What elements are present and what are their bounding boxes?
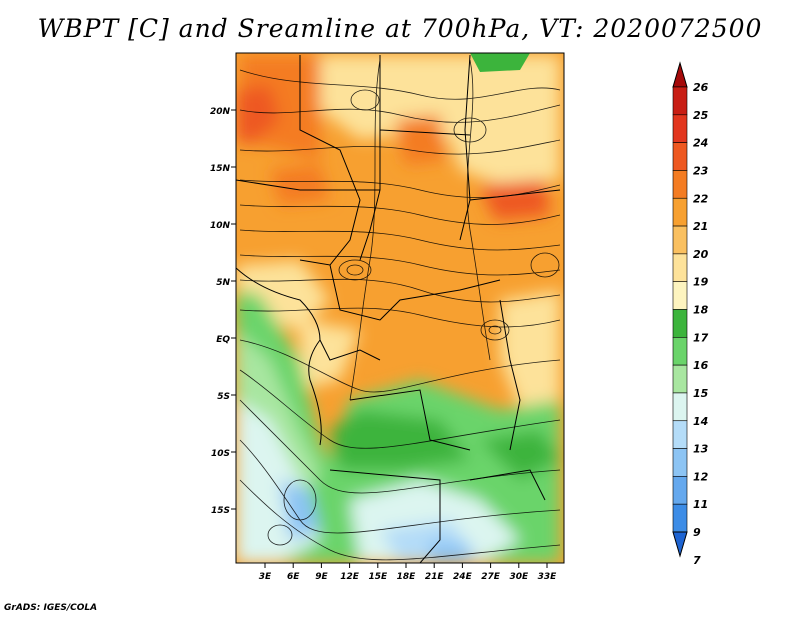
lon-label: 33E <box>538 572 558 582</box>
colorbar-label: 11 <box>693 498 708 511</box>
colorbar-band <box>672 281 688 310</box>
colorbar-band <box>672 197 688 227</box>
lat-label: 5N <box>216 278 230 288</box>
lon-label: 9E <box>315 572 328 582</box>
lon-label: 15E <box>368 572 388 582</box>
colorbar-label: 18 <box>693 304 709 317</box>
lon-label: 24E <box>453 572 473 582</box>
lat-label: EQ <box>216 335 230 345</box>
lat-label: 10N <box>210 221 231 231</box>
colorbar-band <box>672 503 688 533</box>
colorbar-label: 15 <box>693 387 709 400</box>
colorbar-label: 9 <box>693 526 701 539</box>
colorbar-band <box>672 448 688 477</box>
colorbar-bottom-arrow <box>672 531 688 558</box>
lon-label: 12E <box>340 572 360 582</box>
colorbar-band <box>672 476 688 505</box>
colorbar-band <box>672 309 688 338</box>
colorbar-band <box>672 337 688 366</box>
colorbar-band <box>672 420 688 449</box>
colorbar-label: 16 <box>693 359 709 372</box>
lat-label: 15N <box>210 164 231 174</box>
longitude-axis: 3E 6E 9E 12E 15E 18E 21E 24E 27E 30E 33E <box>259 563 557 582</box>
lon-label: 3E <box>259 572 272 582</box>
chart-title: WBPT [C] and Sreamline at 700hPa, VT: 20… <box>37 14 763 43</box>
colorbar-label: 22 <box>693 192 709 205</box>
colorbar-band <box>672 142 688 171</box>
colorbar-label: 23 <box>693 164 709 177</box>
colorbar-label: 14 <box>693 415 708 428</box>
colorbar-label: 13 <box>693 443 709 456</box>
colorbar: 26 25 24 23 22 21 20 19 18 17 16 15 14 13 12 11 9 7 <box>672 61 709 567</box>
colorbar-top-arrow <box>672 61 688 88</box>
colorbar-band <box>672 364 688 394</box>
lon-label: 18E <box>397 572 417 582</box>
colorbar-label: 24 <box>693 137 708 150</box>
colorbar-band <box>672 225 688 255</box>
colorbar-label: 17 <box>693 331 709 344</box>
colorbar-label: 26 <box>693 81 709 94</box>
lon-label: 6E <box>287 572 300 582</box>
colorbar-band <box>672 170 688 199</box>
colorbar-label: 7 <box>693 554 701 567</box>
latitude-axis: 20N 15N 10N 5N EQ 5S 10S 15S <box>210 107 236 516</box>
country-borders <box>236 54 561 563</box>
map-frame <box>235 52 565 564</box>
colorbar-band <box>672 86 688 116</box>
lon-label: 27E <box>481 572 501 582</box>
lat-label: 20N <box>210 107 231 117</box>
colorbar-label: 21 <box>693 220 708 233</box>
colorbar-label: 12 <box>693 470 709 483</box>
streamlines <box>239 59 561 561</box>
credit-label: GrADS: IGES/COLA <box>4 603 98 613</box>
colorbar-band <box>672 253 688 282</box>
lon-label: 30E <box>509 572 529 582</box>
wbpt-shaded-field <box>236 53 564 563</box>
colorbar-label: 25 <box>693 109 709 122</box>
colorbar-band <box>672 114 688 143</box>
lon-label: 21E <box>425 572 445 582</box>
colorbar-label: 19 <box>693 276 709 289</box>
lat-label: 15S <box>211 506 230 516</box>
lat-label: 10S <box>211 449 230 459</box>
colorbar-band <box>672 392 688 422</box>
colorbar-label: 20 <box>693 248 709 261</box>
lat-label: 5S <box>217 392 230 402</box>
